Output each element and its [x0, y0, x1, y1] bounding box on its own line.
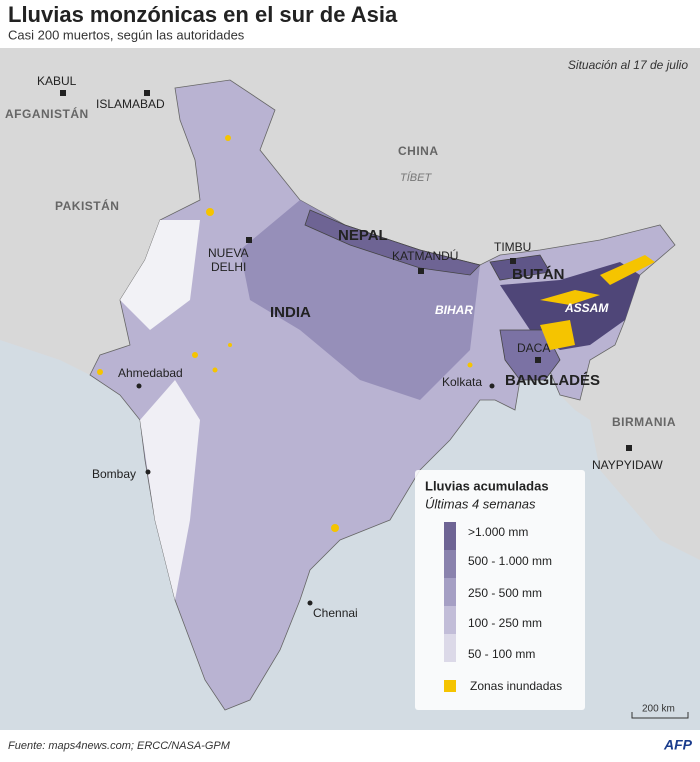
map [0, 48, 700, 730]
country-label: CHINA [398, 144, 439, 158]
capital-label: ISLAMABAD [96, 97, 165, 111]
legend-item: Zonas inundadas [470, 679, 562, 693]
country-label: NEPAL [338, 227, 388, 244]
subtitle: Casi 200 muertos, según las autoridades [8, 27, 245, 42]
country-label: AFGANISTÁN [5, 106, 89, 121]
country-label: BANGLADÉS [505, 372, 600, 389]
legend-item: 50 - 100 mm [468, 647, 535, 661]
legend-item: 500 - 1.000 mm [468, 554, 552, 568]
rain-low [120, 220, 200, 330]
assam [500, 262, 640, 350]
legend-item: 250 - 500 mm [468, 586, 542, 600]
capital-label: KATMANDÚ [392, 248, 458, 263]
legend-title: Lluvias acumuladas [425, 478, 549, 493]
date-note: Situación al 17 de julio [568, 58, 688, 72]
region-label: BIHAR [435, 303, 473, 317]
region-label: TÍBET [400, 171, 432, 184]
city-label: Chennai [313, 606, 358, 620]
country-label: BIRMANIA [612, 415, 676, 429]
source: Fuente: maps4news.com; ERCC/NASA-GPM [8, 740, 231, 752]
nepal [304, 209, 481, 276]
capital-label: KABUL [37, 74, 77, 88]
scale-label: 200 km [642, 704, 675, 715]
city-label: Kolkata [442, 375, 482, 389]
legend: Lluvias acumuladas Últimas 4 semanas >1.… [415, 470, 585, 710]
country-label: PAKISTÁN [55, 198, 119, 213]
legend-subtitle: Últimas 4 semanas [425, 496, 536, 511]
india [89, 79, 676, 711]
capital-label: DELHI [211, 260, 246, 274]
region-label: ASSAM [564, 301, 609, 315]
capital-label: TIMBU [494, 240, 531, 254]
flood-zones [97, 135, 655, 532]
labels: AFGANISTÁN PAKISTÁN CHINA NEPAL BUTÁN IN… [5, 74, 676, 620]
capital-label: DACA [517, 341, 550, 355]
bhutan [489, 254, 551, 281]
country-label: BUTÁN [512, 266, 565, 283]
capital-label: NUEVA [208, 246, 248, 260]
title: Lluvias monzónicas en el sur de Asia [8, 2, 398, 27]
scale-bar: 200 km [631, 704, 689, 719]
city-label: Ahmedabad [118, 366, 183, 380]
rain-low [140, 380, 200, 600]
legend-item: >1.000 mm [468, 525, 528, 539]
legend-item: 100 - 250 mm [468, 616, 542, 630]
city-label: Bombay [92, 467, 136, 481]
capital-label: NAYPYIDAW [592, 458, 663, 472]
logo: AFP [663, 737, 693, 753]
country-label: INDIA [270, 304, 311, 321]
